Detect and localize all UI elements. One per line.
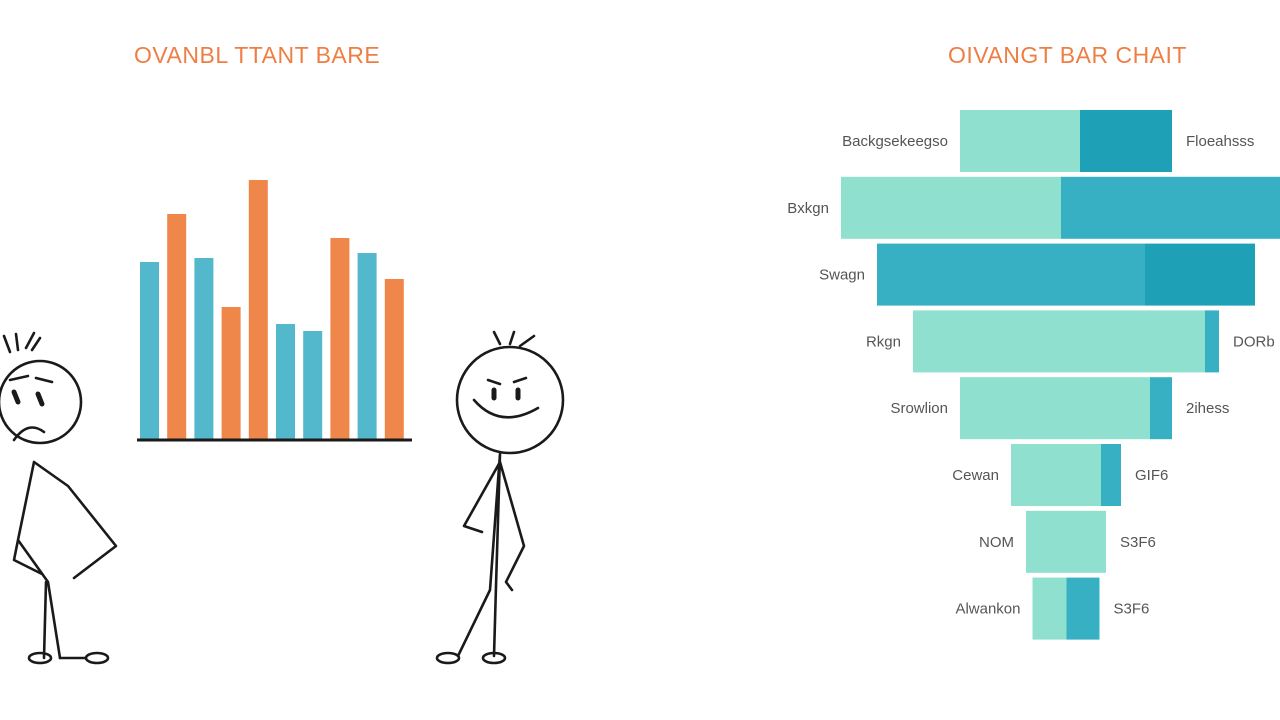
left-bar-7 <box>303 331 323 440</box>
happy-figure-right-foot <box>481 651 507 665</box>
funnel-bar-8-segment-b <box>1066 577 1100 640</box>
funnel-category-label-4: Rkgn <box>866 333 901 350</box>
funnel-bar-2-segment-a <box>841 176 1061 239</box>
funnel-bar-6-segment-b <box>1101 444 1121 506</box>
funnel-bar-5-segment-a <box>960 377 1150 440</box>
funnel-bar-4-segment-a <box>913 310 1205 373</box>
funnel-bar-6-segment-a <box>1011 444 1101 506</box>
funnel-bar-3-segment-b <box>1145 243 1255 306</box>
sad-figure-brows <box>8 374 54 384</box>
left-bar-6 <box>276 324 295 440</box>
funnel-bar-1-segment-a <box>960 110 1080 172</box>
funnel-value-label-6: GIF6 <box>1135 467 1168 484</box>
happy-figure-hair <box>492 330 536 348</box>
funnel-category-label-2: Bxkgn <box>787 200 829 217</box>
funnel-value-label-5: 2ihess <box>1186 400 1229 417</box>
funnel-category-label-5: Srowlion <box>890 400 948 417</box>
funnel-bar-8-segment-a <box>1032 577 1067 640</box>
happy-figure-smile <box>472 398 540 419</box>
sad-figure-mouth <box>12 426 46 442</box>
funnel-bar-2-segment-b <box>1061 176 1280 239</box>
funnel-value-label-1: Floeahsss <box>1186 133 1254 150</box>
right-bar-chart: Backgsekeegso Floeahsss Bxkgn Swagn Rkgn DORb… <box>787 110 1280 640</box>
sad-figure-body <box>12 460 118 660</box>
sad-figure-head <box>0 359 83 445</box>
left-bar-8 <box>330 238 350 440</box>
left-bar-chart <box>137 180 412 442</box>
left-bar-4 <box>221 307 241 440</box>
left-bar-9 <box>357 253 377 440</box>
left-bar-5 <box>248 180 268 440</box>
left-bar-3 <box>194 258 214 440</box>
happy-figure-head <box>455 345 565 455</box>
funnel-category-label-1: Backgsekeegso <box>842 133 948 150</box>
funnel-bar-1-segment-b <box>1080 110 1172 172</box>
left-chart-title: OVANBL TTANT BARE <box>134 42 381 68</box>
happy-figure-brows <box>486 376 528 386</box>
funnel-bar-5-segment-b <box>1150 377 1172 440</box>
sad-figure-hair <box>2 331 42 354</box>
funnel-bar-4-segment-b <box>1205 310 1219 373</box>
funnel-value-label-8: S3F6 <box>1114 601 1150 618</box>
sad-stick-figure <box>0 331 118 665</box>
funnel-category-label-6: Cewan <box>952 467 999 484</box>
happy-stick-figure <box>435 330 565 665</box>
funnel-bar-7-segment-a <box>1026 510 1106 573</box>
sad-figure-right-foot <box>84 651 110 665</box>
left-bar-2 <box>167 214 187 440</box>
left-bar-1 <box>140 262 159 440</box>
funnel-category-label-3: Swagn <box>819 267 865 284</box>
funnel-category-label-7: NOM <box>979 534 1014 551</box>
funnel-value-label-7: S3F6 <box>1120 534 1156 551</box>
funnel-value-label-4: DORb <box>1233 333 1275 350</box>
right-chart-title: OIVANGT BAR CHAIT <box>948 42 1187 68</box>
funnel-category-label-8: Alwankon <box>955 601 1020 618</box>
happy-figure-body <box>456 452 526 658</box>
happy-figure-left-foot <box>435 651 461 665</box>
sad-figure-left-foot <box>27 651 53 665</box>
left-bar-10 <box>384 279 404 440</box>
happy-figure-eyes <box>491 387 521 401</box>
sad-figure-eyes <box>11 389 45 407</box>
funnel-bar-3-segment-a <box>877 243 1145 306</box>
